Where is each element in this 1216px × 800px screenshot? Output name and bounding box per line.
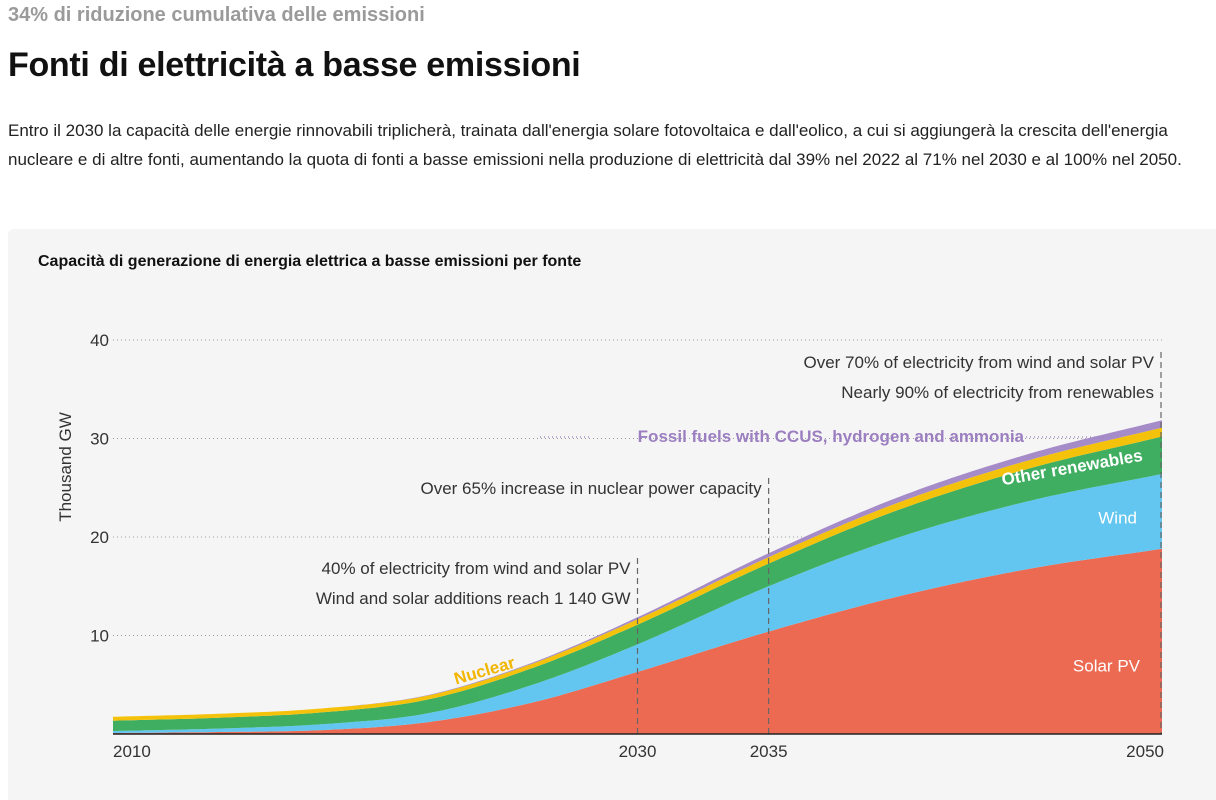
x-tick-label: 2030 — [619, 742, 657, 761]
area-nuclear — [113, 427, 1162, 721]
chart-areas — [113, 420, 1162, 734]
y-tick-label: 10 — [90, 627, 109, 646]
y-tick-label: 40 — [90, 331, 109, 350]
area-other-renewables — [113, 436, 1162, 731]
page-description: Entro il 2030 la capacità delle energie … — [8, 121, 1182, 169]
x-tick-label: 2035 — [750, 742, 788, 761]
series-label-wind: Wind — [1098, 508, 1137, 527]
annotation-lines — [636, 352, 1162, 734]
annotation-text: Over 70% of electricity from wind and so… — [803, 353, 1154, 372]
annotation-text: Nearly 90% of electricity from renewable… — [841, 383, 1154, 402]
x-tick-label: 2010 — [113, 742, 151, 761]
series-label-fossil-ccus: Fossil fuels with CCUS, hydrogen and amm… — [638, 427, 1025, 446]
x-tick-label: 2050 — [1126, 742, 1164, 761]
y-tick-label: 20 — [90, 528, 109, 547]
annotation-text: Over 65% increase in nuclear power capac… — [421, 479, 763, 498]
area-wind — [113, 474, 1162, 733]
page-title: Fonti di elettricità a basse emissioni — [8, 46, 581, 84]
series-label-solar-pv: Solar PV — [1073, 656, 1141, 675]
annotation-text: Wind and solar additions reach 1 140 GW — [316, 589, 631, 608]
area-fossil-fuels-with-ccus-hydrogen-and-ammonia — [113, 420, 1162, 717]
y-tick-label: 30 — [90, 430, 109, 449]
chart-title: Capacità di generazione di energia elett… — [38, 253, 582, 270]
y-axis-label: Thousand GW — [56, 412, 75, 522]
section-eyebrow: 34% di riduzione cumulativa delle emissi… — [8, 4, 425, 26]
area-solar-pv — [113, 548, 1162, 734]
annotation-text: 40% of electricity from wind and solar P… — [322, 559, 632, 578]
